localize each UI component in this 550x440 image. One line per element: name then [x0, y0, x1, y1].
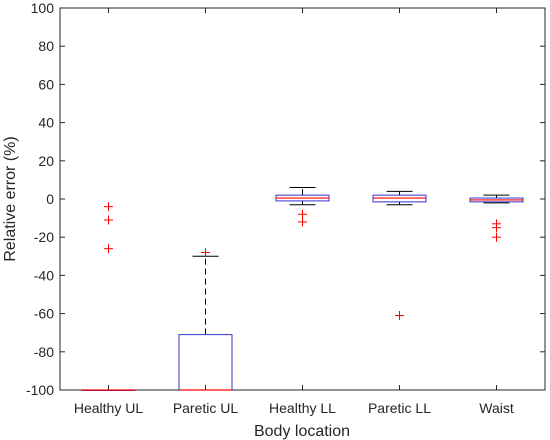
x-axis: Healthy UL Paretic UL Healthy LL Paretic LL… [74, 8, 514, 416]
plot-area [59, 7, 546, 391]
y-axis: -100 -80 -60 -40 -20 0 20 40 60 80 100 [26, 0, 545, 398]
y-axis-label: Relative error (%) [2, 136, 19, 261]
box-healthy-ll [275, 187, 330, 227]
y-tick-label: 40 [38, 115, 54, 131]
y-tick-label: 80 [38, 38, 54, 54]
box-waist [469, 194, 524, 242]
x-tick-label: Paretic LL [368, 400, 431, 416]
box-paretic-ll [372, 190, 427, 321]
y-tick-label: 100 [31, 0, 55, 16]
outlier-marker [201, 247, 210, 257]
y-tick-label: -80 [34, 344, 54, 360]
outlier-marker [395, 311, 404, 321]
outlier-marker [298, 209, 307, 219]
box-paretic-ul [178, 247, 233, 391]
x-tick-label: Waist [479, 400, 514, 416]
outlier-marker [492, 223, 501, 233]
outlier-marker [298, 217, 307, 227]
outlier-marker [104, 215, 113, 225]
boxes-group [81, 187, 524, 391]
y-tick-label: -100 [26, 382, 54, 398]
x-tick-label: Healthy LL [269, 400, 336, 416]
x-axis-label: Body location [254, 423, 350, 440]
outlier-marker [104, 244, 113, 254]
x-tick-label: Paretic UL [173, 400, 239, 416]
box-healthy-ul [81, 202, 136, 391]
y-tick-label: 20 [38, 153, 54, 169]
outlier-marker [492, 232, 501, 242]
y-tick-label: -40 [34, 267, 54, 283]
x-tick-label: Healthy UL [74, 400, 143, 416]
y-tick-label: -60 [34, 306, 54, 322]
outlier-marker [104, 202, 113, 212]
y-tick-label: 0 [46, 191, 54, 207]
y-tick-label: 60 [38, 76, 54, 92]
y-tick-label: -20 [34, 229, 54, 245]
